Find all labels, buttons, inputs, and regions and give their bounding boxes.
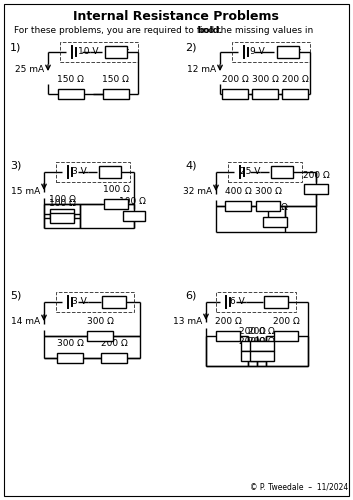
- Text: 200 Ω: 200 Ω: [101, 340, 127, 348]
- Text: 200 Ω: 200 Ω: [248, 338, 275, 346]
- Text: 300 Ω: 300 Ω: [252, 76, 279, 84]
- Text: 25 V: 25 V: [240, 168, 261, 176]
- Bar: [232, 42, 310, 62]
- Text: 4): 4): [185, 160, 197, 170]
- Bar: [58, 89, 84, 99]
- Text: 1): 1): [10, 42, 22, 52]
- Bar: [240, 341, 264, 351]
- Text: © P. Tweedale  –  11/2024: © P. Tweedale – 11/2024: [250, 483, 348, 492]
- Bar: [250, 341, 274, 351]
- Text: r: r: [118, 298, 122, 306]
- Bar: [101, 353, 127, 363]
- Text: r: r: [296, 46, 300, 56]
- Bar: [99, 166, 121, 178]
- Bar: [60, 42, 138, 62]
- Text: 100 Ω: 100 Ω: [49, 196, 76, 204]
- Bar: [216, 331, 240, 341]
- Text: 100 Ω: 100 Ω: [103, 186, 130, 194]
- Text: 9 V: 9 V: [250, 46, 265, 56]
- Text: 10 V: 10 V: [78, 46, 98, 56]
- Text: 3): 3): [10, 160, 22, 170]
- Text: 150 Ω: 150 Ω: [102, 76, 129, 84]
- Bar: [263, 217, 287, 227]
- Bar: [50, 209, 74, 219]
- Text: 300 Ω: 300 Ω: [86, 318, 113, 326]
- Text: 25 mA: 25 mA: [15, 66, 44, 74]
- Text: 6): 6): [185, 290, 196, 300]
- Text: 14 mA: 14 mA: [11, 318, 40, 326]
- Bar: [271, 166, 293, 178]
- Text: 2): 2): [185, 42, 197, 52]
- Bar: [56, 162, 130, 182]
- Text: 5): 5): [10, 290, 22, 300]
- Bar: [123, 211, 145, 221]
- Text: r: r: [114, 168, 118, 176]
- Text: For these problems, you are required to find the missing values in: For these problems, you are required to …: [14, 26, 316, 35]
- Bar: [277, 46, 299, 58]
- Text: 150 Ω: 150 Ω: [57, 76, 84, 84]
- Text: 200 Ω: 200 Ω: [248, 328, 275, 336]
- Bar: [105, 46, 127, 58]
- Bar: [252, 89, 278, 99]
- Text: 200 Ω: 200 Ω: [282, 76, 309, 84]
- Text: 200 Ω: 200 Ω: [215, 318, 241, 326]
- Text: 400 Ω: 400 Ω: [225, 188, 251, 196]
- Bar: [56, 292, 134, 312]
- Bar: [240, 351, 264, 361]
- Bar: [102, 296, 126, 308]
- Text: 6 V: 6 V: [230, 298, 245, 306]
- Bar: [304, 184, 328, 194]
- Text: 200 Ω: 200 Ω: [239, 328, 266, 336]
- Text: 200 Ω: 200 Ω: [303, 170, 329, 179]
- Text: 200 Ω: 200 Ω: [239, 338, 266, 346]
- Text: r: r: [286, 168, 290, 176]
- Bar: [57, 353, 83, 363]
- Bar: [282, 89, 308, 99]
- Bar: [250, 351, 274, 361]
- Text: 300 Ω: 300 Ω: [56, 340, 83, 348]
- Bar: [216, 292, 296, 312]
- Text: 32 mA: 32 mA: [183, 188, 212, 196]
- Text: 13 mA: 13 mA: [173, 318, 202, 326]
- Text: bold.: bold.: [197, 26, 222, 35]
- Text: 200 Ω: 200 Ω: [222, 76, 249, 84]
- Bar: [87, 331, 113, 341]
- Text: r: r: [280, 298, 284, 306]
- Bar: [50, 213, 74, 223]
- Text: 100 Ω: 100 Ω: [261, 204, 288, 212]
- Bar: [222, 89, 248, 99]
- Bar: [104, 199, 128, 209]
- Text: 300 Ω: 300 Ω: [255, 188, 281, 196]
- Bar: [225, 201, 251, 211]
- Text: Internal Resistance Problems: Internal Resistance Problems: [73, 10, 279, 24]
- Text: r: r: [124, 46, 128, 56]
- Bar: [274, 331, 298, 341]
- Bar: [264, 296, 288, 308]
- Text: 3 V: 3 V: [72, 168, 87, 176]
- Text: 100 Ω: 100 Ω: [119, 198, 145, 206]
- Text: 3 V: 3 V: [72, 298, 87, 306]
- Text: 200 Ω: 200 Ω: [273, 318, 299, 326]
- Text: 12 mA: 12 mA: [187, 66, 216, 74]
- Bar: [102, 89, 128, 99]
- Text: r: r: [296, 46, 300, 56]
- Text: 100 Ω: 100 Ω: [49, 200, 76, 208]
- Bar: [256, 201, 280, 211]
- Text: 15 mA: 15 mA: [11, 188, 40, 196]
- Text: r: r: [124, 46, 128, 56]
- Bar: [228, 162, 302, 182]
